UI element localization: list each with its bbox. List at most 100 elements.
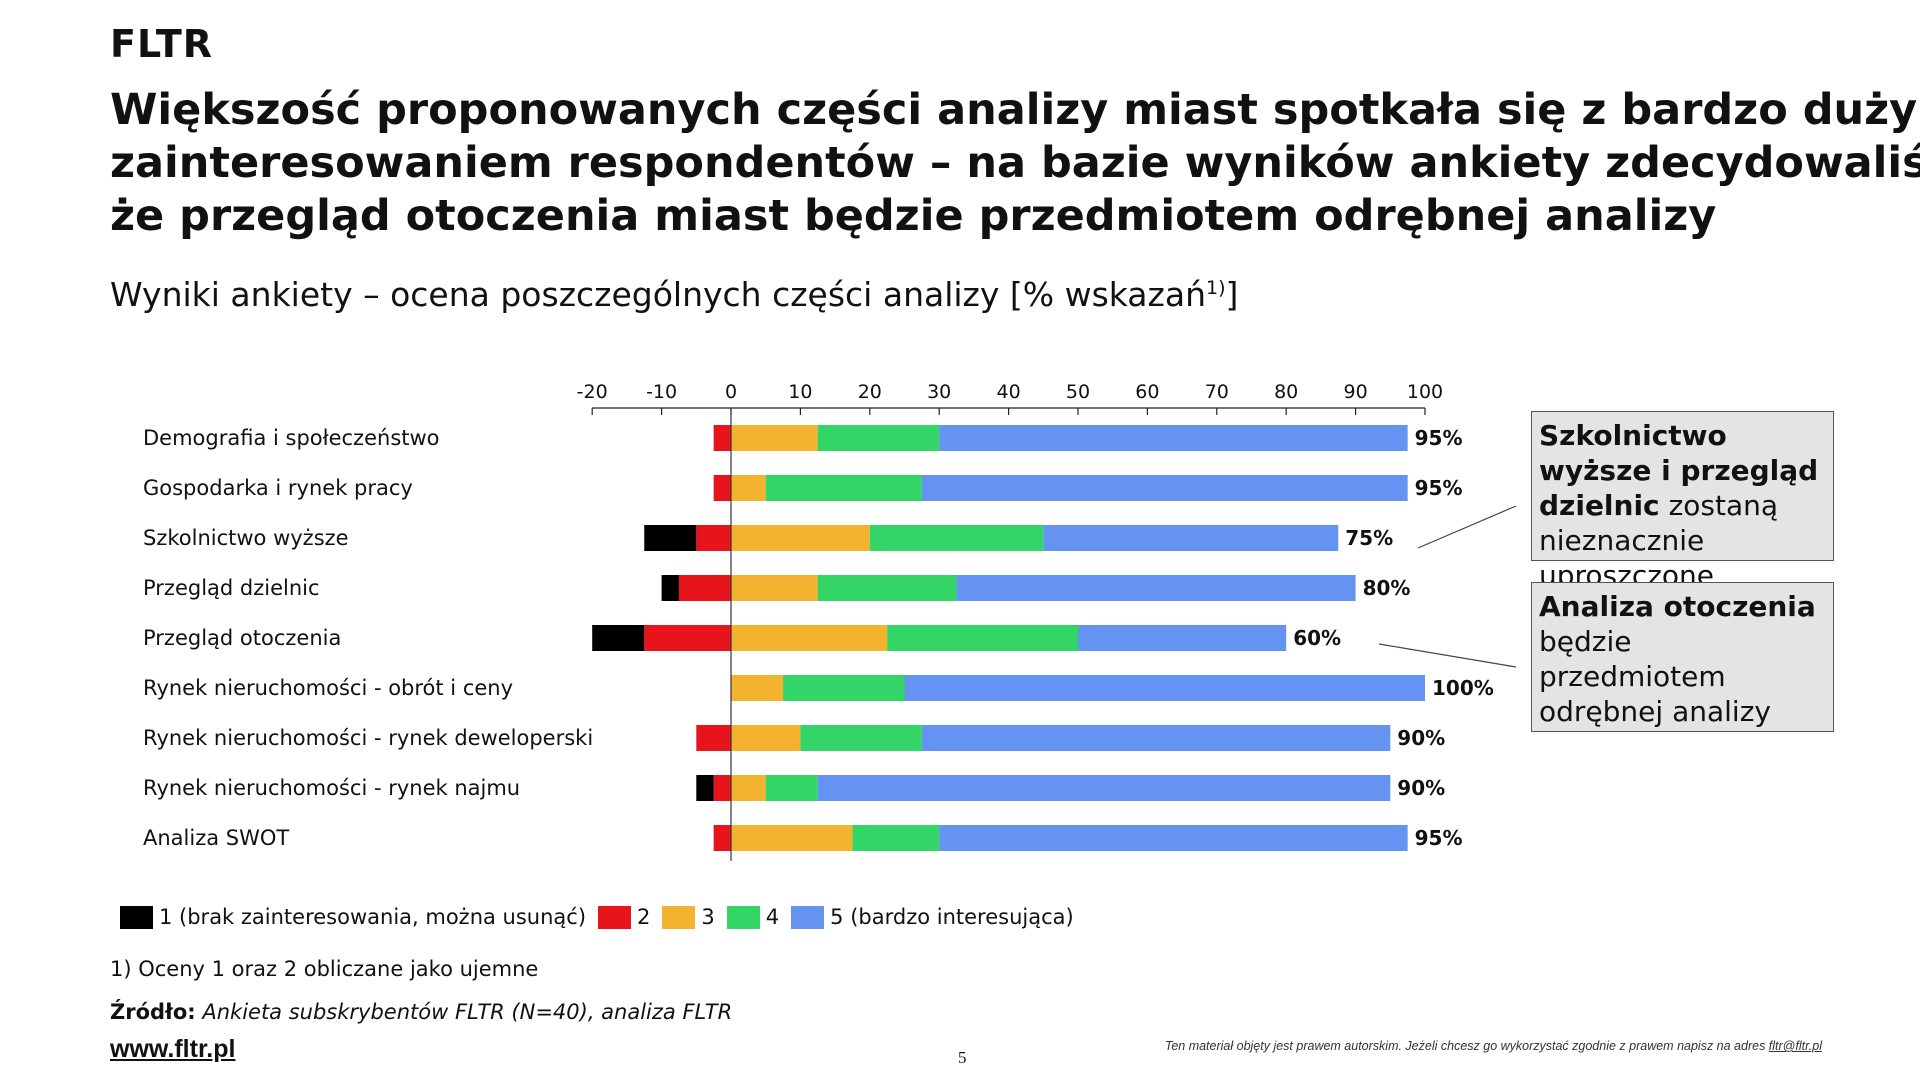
bar-segment (731, 675, 784, 701)
bar-segment (731, 425, 818, 451)
bar-segment (939, 425, 1408, 451)
headline-line: że przegląd otoczenia miast będzie przed… (110, 191, 1717, 241)
category-label: Gospodarka i rynek pracy (143, 476, 413, 500)
callout-text: będzie przedmiotem odrębnej analizy (1539, 625, 1771, 728)
bar-segment (644, 525, 697, 551)
bar-segment (1078, 625, 1287, 651)
bar-segment (713, 825, 731, 851)
legend-item-1: 1 (brak zainteresowania, można usunąć) (120, 905, 586, 929)
callout-box-education-districts: Szkolnictwo wyższe i przegląd dzielnic z… (1531, 411, 1834, 592)
subtitle-close: ] (1225, 275, 1239, 314)
headline-line: Większość proponowanych części analizy m… (110, 85, 1920, 135)
source-text: Ankieta subskrybentów FLTR (N=40), anali… (202, 1000, 733, 1024)
x-tick-label: -20 (577, 381, 608, 403)
x-tick-label: 10 (788, 381, 812, 403)
bar-segment (956, 575, 1356, 601)
bar-segment (731, 525, 870, 551)
copyright-notice: Ten materiał objęty jest prawem autorski… (1165, 1039, 1822, 1053)
legend-label: 2 (637, 905, 651, 929)
x-tick-label: 70 (1205, 381, 1229, 403)
source-note: Źródło: Ankieta subskrybentów FLTR (N=40… (110, 1000, 732, 1024)
chart-legend: 1 (brak zainteresowania, można usunąć) 2… (120, 903, 1086, 931)
bar-segment (713, 475, 731, 501)
bar-segment (817, 575, 957, 601)
data-label: 100% (1432, 676, 1494, 700)
category-label: Przegląd otoczenia (143, 626, 341, 650)
headline: Większość proponowanych części analizy m… (110, 84, 1920, 243)
callout-connector (1378, 643, 1517, 668)
page-number: 5 (958, 1048, 967, 1067)
category-label: Rynek nieruchomości - obrót i ceny (143, 676, 513, 700)
bar-segment (644, 625, 731, 651)
legend-swatch (791, 905, 825, 929)
x-tick-label: 60 (1135, 381, 1159, 403)
x-tick-label: -10 (646, 381, 677, 403)
data-label: 90% (1397, 776, 1445, 800)
subtitle-footnote-marker: 1) (1206, 277, 1226, 299)
bar-segment (678, 575, 731, 601)
data-label: 90% (1397, 726, 1445, 750)
bar-segment (713, 425, 731, 451)
bar-segment (696, 725, 731, 751)
legend-swatch (726, 905, 760, 929)
category-label: Przegląd dzielnic (143, 576, 320, 600)
x-tick-label: 0 (725, 381, 737, 403)
x-tick-label: 100 (1407, 381, 1443, 403)
bar-segment (661, 575, 679, 601)
brand-logo: FLTR (110, 22, 214, 66)
data-label: 95% (1415, 826, 1463, 850)
bar-segment (939, 825, 1408, 851)
copyright-text: Ten materiał objęty jest prawem autorski… (1164, 1039, 1769, 1053)
subtitle-text: Wyniki ankiety – ocena poszczególnych cz… (110, 275, 1206, 314)
x-tick-label: 80 (1274, 381, 1298, 403)
legend-label: 4 (765, 905, 780, 929)
data-label: 75% (1345, 526, 1393, 550)
stacked-bar-chart: -20 -10 0 10 20 30 40 50 60 70 80 90 100 Demografia i… (143, 381, 1517, 861)
bar-segment (696, 775, 714, 801)
data-label: 80% (1363, 576, 1411, 600)
category-label: Demografia i społeczeństwo (143, 426, 440, 450)
footnote: 1) Oceny 1 oraz 2 obliczane jako ujemne (110, 957, 539, 981)
bar-segment (800, 725, 922, 751)
bar-segment (731, 775, 766, 801)
legend-item-3: 3 (662, 905, 715, 929)
callout-bold-text: Szkolnictwo wyższe i przegląd dzielnic (1539, 419, 1819, 522)
data-label: 60% (1293, 626, 1341, 650)
bar-segment (731, 625, 888, 651)
bar-segment (869, 525, 1044, 551)
x-tick-label: 20 (858, 381, 882, 403)
bar-segment (921, 475, 1408, 501)
data-label: 95% (1415, 426, 1463, 450)
bar-segment (765, 775, 818, 801)
email-link[interactable]: fltr@fltr.pl (1768, 1039, 1822, 1053)
x-tick-label: 50 (1066, 381, 1090, 403)
bar-segment (921, 725, 1391, 751)
callout-box-surroundings: Analiza otoczenia będzie przedmiotem odr… (1531, 582, 1834, 732)
legend-item-2: 2 (598, 905, 650, 929)
bar-segment (817, 775, 1391, 801)
headline-line: zainteresowaniem respondentów – na bazie… (110, 138, 1920, 188)
x-tick-label: 40 (997, 381, 1021, 403)
bar-segment (713, 775, 731, 801)
bar-segment (887, 625, 1078, 651)
bar-segment (696, 525, 731, 551)
category-label: Rynek nieruchomości - rynek najmu (143, 776, 520, 800)
legend-label: 3 (701, 905, 715, 929)
bar-segment (765, 475, 922, 501)
legend-item-4: 4 (726, 905, 780, 929)
callout-connector (1417, 505, 1517, 549)
bar-segment (783, 675, 905, 701)
x-tick-label: 30 (927, 381, 951, 403)
website-link[interactable]: www.fltr.pl (110, 1035, 236, 1063)
legend-swatch (662, 905, 696, 929)
bar-segment (731, 475, 766, 501)
bar-segment (731, 725, 801, 751)
bar-segment (852, 825, 940, 851)
legend-label: 1 (brak zainteresowania, można usunąć) (159, 905, 587, 929)
legend-swatch (598, 905, 632, 929)
chart-subtitle: Wyniki ankiety – ocena poszczególnych cz… (110, 275, 1238, 314)
bar-segment (817, 425, 940, 451)
bar-segment (592, 625, 645, 651)
category-label: Analiza SWOT (143, 826, 289, 850)
legend-label: 5 (bardzo interesująca) (830, 905, 1074, 929)
